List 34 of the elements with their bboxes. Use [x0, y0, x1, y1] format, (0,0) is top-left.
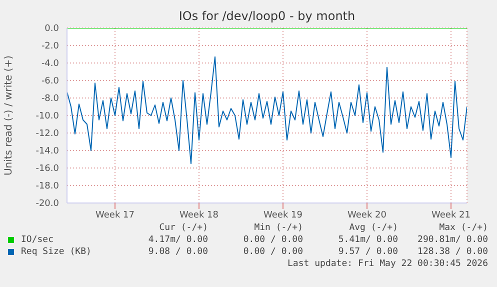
y-tick-label: -6.0	[41, 76, 60, 87]
text: 9.57 / 0.00	[337, 246, 398, 258]
text: 9.08 / 0.00	[147, 246, 208, 258]
legend-label: IO/sec	[20, 234, 55, 246]
text: 0.00 / 0.00	[242, 234, 303, 246]
text: 4.17m/ 0.00	[147, 234, 208, 246]
x-tick-label: Week 19	[264, 210, 303, 220]
y-tick-label: -20.0	[36, 199, 60, 210]
y-tick-label: 0.0	[44, 24, 60, 34]
legend-label: Req Size (KB)	[20, 246, 92, 258]
line-series	[67, 56, 467, 164]
y-tick-label: -16.0	[36, 164, 60, 174]
y-tick-label: -4.0	[41, 59, 60, 70]
y-tick-label: -18.0	[36, 182, 60, 192]
x-tick-label: Week 18	[180, 210, 219, 220]
x-tick-label: Week 20	[348, 210, 387, 220]
text: Min (-/+)	[253, 222, 303, 234]
text: 290.81m/ 0.00	[416, 234, 488, 246]
y-axis-title: Units read (-) / write (+)	[4, 55, 15, 176]
text: 128.38 / 0.00	[416, 246, 488, 258]
x-tick-label: Week 21	[432, 210, 470, 220]
text: 0.00 / 0.00	[242, 246, 303, 258]
y-tick-label: -12.0	[36, 129, 60, 140]
y-tick-label: -2.0	[41, 42, 60, 52]
y-tick-label: -8.0	[41, 94, 60, 104]
text: 5.41m/ 0.00	[337, 234, 398, 246]
text: Max (-/+)	[438, 222, 488, 234]
text: Last update: Fri May 22 00:30:45 2026	[286, 258, 488, 270]
y-tick-label: -10.0	[36, 112, 60, 122]
x-tick-label: Week 17	[96, 210, 134, 220]
chart-title: IOs for /dev/loop0 - by month	[178, 9, 356, 23]
text: Avg (-/+)	[348, 222, 398, 234]
y-tick-label: -14.0	[36, 146, 60, 157]
text: Cur (-/+)	[158, 222, 208, 234]
